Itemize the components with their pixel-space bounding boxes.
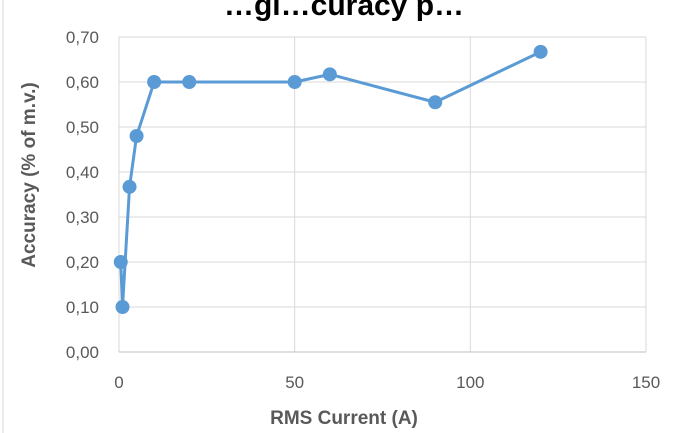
y-tick-label: 0,10 xyxy=(66,298,99,317)
x-tick-label: 50 xyxy=(285,373,304,392)
x-tick-label: 100 xyxy=(456,373,484,392)
data-point xyxy=(147,75,162,89)
chart-title: …gi…curacy p… xyxy=(224,0,464,22)
x-tick-label: 150 xyxy=(632,373,660,392)
x-tick-labels: 0 50 100 150 xyxy=(114,373,660,392)
y-tick-label: 0,40 xyxy=(66,163,99,182)
data-point xyxy=(115,300,130,314)
data-point xyxy=(428,95,443,110)
y-axis-title: Accuracy (% of m.v.) xyxy=(19,82,40,267)
series-line xyxy=(119,50,542,309)
x-axis-title: RMS Current (A) xyxy=(270,408,418,429)
y-tick-label: 0,00 xyxy=(66,343,99,362)
y-tick-label: 0,60 xyxy=(66,73,99,92)
y-tick-label: 0,50 xyxy=(66,118,99,137)
y-tick-label: 0,70 xyxy=(66,28,99,47)
data-point xyxy=(113,255,128,269)
data-point xyxy=(122,179,137,194)
y-tick-label: 0,20 xyxy=(66,253,99,272)
y-tick-label: 0,30 xyxy=(66,208,99,227)
x-tick-label: 0 xyxy=(114,373,123,392)
data-point xyxy=(287,75,302,89)
series-accuracy xyxy=(113,44,548,314)
y-tick-labels: 0,00 0,10 0,20 0,30 0,40 0,50 0,60 0,70 xyxy=(66,28,99,362)
data-point xyxy=(182,75,197,89)
data-point xyxy=(322,67,337,82)
data-point xyxy=(129,129,144,143)
data-point xyxy=(533,44,548,59)
